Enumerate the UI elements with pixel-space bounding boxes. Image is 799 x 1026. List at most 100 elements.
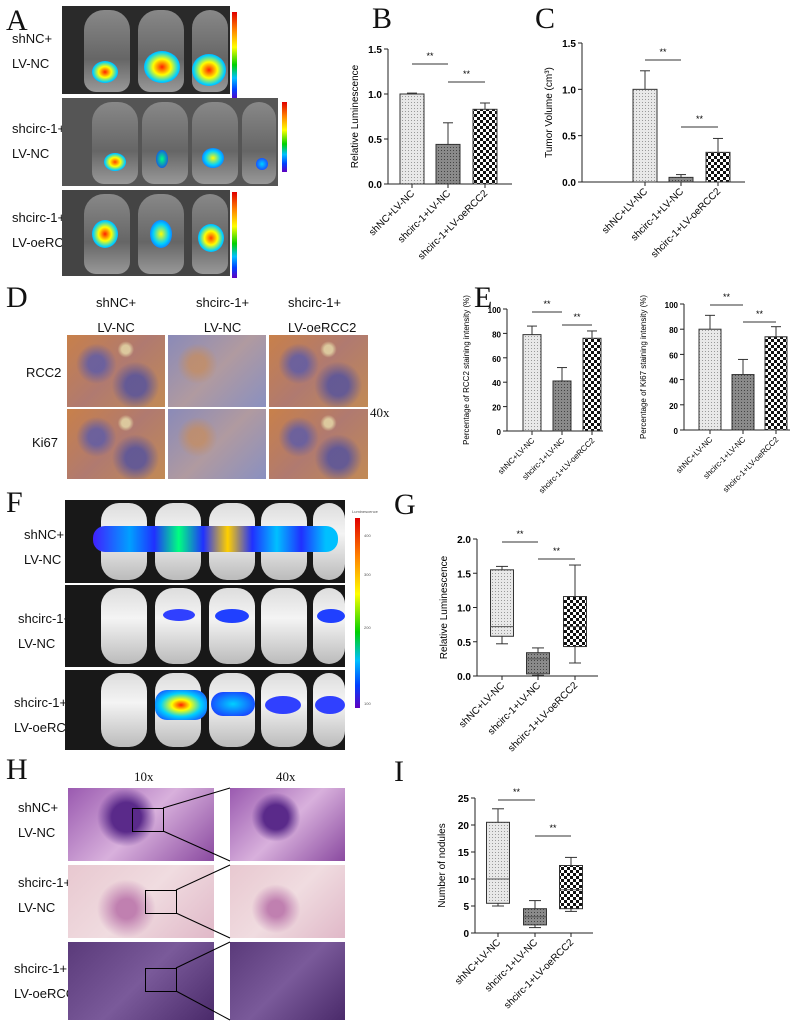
d-column-label: shcirc-1+ LV-oeRCC2	[288, 295, 357, 335]
ihc-image	[168, 335, 266, 407]
bioluminescence-image	[62, 190, 230, 276]
g-y-tick-label: 1.0	[457, 604, 471, 615]
e1-significance-label: **	[573, 312, 581, 322]
ihc-image	[269, 335, 368, 407]
d-row-label: RCC2	[26, 365, 62, 380]
g-x-tick-label: shcirc-1+LV-oeRCC2	[506, 680, 580, 754]
b-bar	[399, 93, 425, 185]
he-image	[230, 865, 345, 938]
colorbar	[232, 12, 237, 100]
panel-label-d: D	[6, 281, 28, 314]
c-bar	[632, 88, 658, 183]
g-significance-label: **	[516, 529, 524, 539]
c-y-axis-title: Tumor Volume (cm³)	[544, 67, 555, 158]
e2-bar	[764, 336, 788, 431]
e2-bar	[731, 374, 755, 431]
ihc-image	[67, 409, 165, 479]
a-group-label: shNC+ LV-NC	[12, 31, 53, 71]
e1-y-tick-label: 100	[488, 306, 502, 315]
f-group-label: shNC+ LV-NC	[24, 527, 65, 567]
b-significance-label: **	[426, 51, 434, 61]
i-x-tick-label: shcirc-1+LV-oeRCC2	[502, 937, 576, 1011]
b-bar	[472, 108, 498, 185]
b-y-tick-label: 0.0	[368, 180, 382, 191]
bioluminescence-image	[62, 6, 230, 94]
ihc-image	[269, 409, 368, 479]
b-bar	[435, 143, 461, 185]
g-box	[563, 596, 587, 648]
g-box	[526, 652, 550, 675]
h-group-label: shcirc-1+ LV-NC	[18, 875, 72, 915]
bioluminescence-image	[62, 98, 278, 186]
colorbar	[282, 102, 287, 172]
colorbar-tick: 200	[364, 625, 371, 630]
i-y-tick-label: 0	[463, 929, 469, 940]
g-y-tick-label: 2.0	[457, 535, 471, 546]
e2-x-tick-label: shcirc-1+LV-oeRCC2	[721, 435, 781, 495]
e2-y-tick-label: 0	[674, 427, 679, 436]
zoom-box	[145, 890, 177, 914]
e1-y-tick-label: 80	[492, 330, 501, 339]
c-y-tick-label: 1.0	[562, 85, 576, 96]
i-box	[486, 821, 510, 904]
panel-label-g: G	[394, 488, 416, 521]
i-y-axis-title: Number of nodules	[437, 823, 448, 908]
i-significance-label: **	[549, 823, 557, 833]
i-y-tick-label: 15	[458, 848, 470, 859]
he-image	[68, 865, 214, 938]
zoom-box	[132, 808, 164, 832]
bioluminescence-image	[65, 500, 345, 583]
he-image	[68, 942, 214, 1020]
c-significance-label: **	[659, 47, 667, 57]
ihc-image	[67, 335, 165, 407]
colorbar-tick: 300	[364, 572, 371, 577]
e2-y-tick-label: 60	[669, 351, 678, 360]
i-y-tick-label: 5	[463, 902, 469, 913]
e2-significance-label: **	[756, 309, 764, 319]
g-box	[490, 569, 514, 637]
b-y-tick-label: 0.5	[368, 135, 382, 146]
bioluminescence-image	[65, 585, 345, 667]
e1-y-axis-title: Percentage of RCC2 staining intensity (%…	[462, 295, 471, 445]
e1-bar	[582, 337, 602, 432]
ihc-image	[168, 409, 266, 479]
h-group-label: shNC+ LV-NC	[18, 800, 59, 840]
colorbar	[355, 518, 360, 708]
panel-label-b: B	[372, 2, 393, 35]
c-bar	[668, 176, 694, 183]
i-y-tick-label: 20	[458, 821, 470, 832]
colorbar-title: Luminescence	[352, 509, 378, 514]
c-significance-label: **	[696, 114, 704, 124]
c-y-tick-label: 1.5	[562, 39, 576, 50]
e2-y-tick-label: 20	[669, 402, 678, 411]
panel-label-a: A	[6, 4, 28, 37]
g-y-axis-title: Relative Luminescence	[439, 555, 450, 659]
d-row-label: Ki67	[32, 435, 59, 450]
g-y-tick-label: 0.5	[457, 638, 471, 649]
h-group-label: shcirc-1+ LV-oeRCC2	[14, 961, 83, 1001]
he-image	[230, 942, 345, 1020]
c-y-tick-label: 0.5	[562, 132, 576, 143]
e1-y-tick-label: 60	[492, 355, 501, 364]
panel-label-i: I	[394, 755, 404, 788]
i-y-tick-label: 25	[458, 794, 470, 805]
bioluminescence-image	[65, 670, 345, 750]
he-image	[230, 788, 345, 861]
e1-bar	[552, 380, 572, 432]
c-x-tick-label: shcirc-1+LV-oeRCC2	[649, 186, 723, 260]
colorbar-tick: 400	[364, 533, 371, 538]
d-column-label: shNC+ LV-NC	[96, 295, 137, 335]
e1-bar	[522, 334, 542, 432]
c-y-tick-label: 0.0	[562, 178, 576, 189]
e2-y-tick-label: 80	[669, 326, 678, 335]
colorbar	[232, 192, 237, 278]
e2-y-tick-label: 40	[669, 377, 678, 386]
magnification-label: 40x	[370, 405, 390, 420]
panel-label-c: C	[535, 2, 556, 35]
b-y-axis-title: Relative Luminescence	[350, 64, 361, 168]
magnification-label: 10x	[134, 769, 154, 784]
e1-x-tick-label: shcirc-1+LV-oeRCC2	[537, 436, 597, 496]
panel-label-e: E	[474, 281, 493, 314]
